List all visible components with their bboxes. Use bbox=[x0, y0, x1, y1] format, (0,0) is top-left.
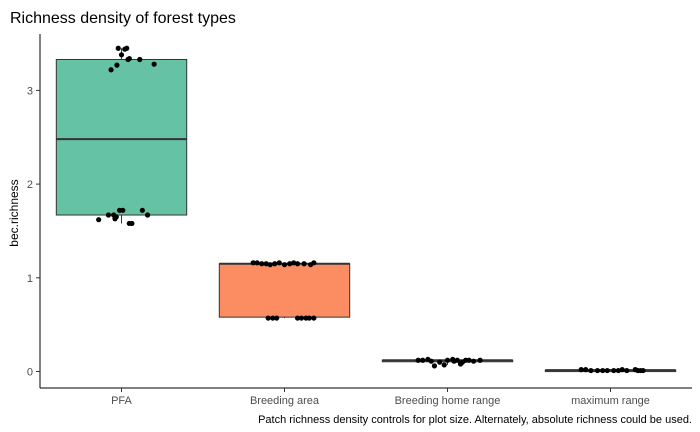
box bbox=[55, 58, 188, 216]
data-point bbox=[144, 212, 151, 218]
x-tick-label: maximum range bbox=[571, 395, 650, 407]
data-point bbox=[470, 358, 477, 364]
x-tick-label: Breeding area bbox=[250, 395, 320, 407]
y-tick-label: 3 bbox=[27, 85, 33, 97]
data-point bbox=[137, 56, 143, 63]
chart-caption: Patch richness density controls for plot… bbox=[258, 414, 692, 426]
data-point bbox=[287, 261, 293, 267]
axes-layer: 0 1 2 3 PFA Breeding area Breeding home range m… bbox=[27, 34, 692, 407]
data-point bbox=[437, 359, 443, 365]
data-point bbox=[263, 261, 269, 267]
data-point bbox=[105, 212, 112, 218]
data-point bbox=[126, 55, 132, 62]
data-point bbox=[420, 357, 426, 363]
data-point bbox=[619, 367, 625, 373]
data-point bbox=[444, 357, 451, 363]
data-point bbox=[265, 315, 271, 321]
data-point bbox=[294, 315, 301, 321]
data-point bbox=[118, 52, 125, 58]
data-point bbox=[415, 357, 421, 363]
data-point bbox=[594, 367, 601, 374]
data-point bbox=[466, 357, 472, 363]
data-point bbox=[113, 214, 119, 220]
boxes-layer bbox=[55, 48, 677, 373]
y-tick-label: 1 bbox=[27, 273, 33, 285]
data-point bbox=[281, 262, 288, 268]
data-point bbox=[311, 260, 317, 266]
data-point bbox=[151, 61, 157, 67]
data-point bbox=[615, 367, 621, 374]
data-point bbox=[588, 367, 594, 374]
data-point bbox=[301, 261, 307, 267]
data-point bbox=[259, 261, 265, 267]
data-point bbox=[583, 367, 589, 373]
data-point bbox=[624, 367, 630, 374]
box bbox=[218, 263, 351, 318]
data-point bbox=[108, 67, 114, 73]
data-point bbox=[431, 363, 438, 369]
data-point bbox=[267, 262, 273, 268]
x-tick-label: Breeding home range bbox=[395, 395, 501, 407]
data-point bbox=[306, 315, 312, 321]
data-point bbox=[129, 220, 135, 227]
data-point bbox=[311, 315, 317, 321]
data-point bbox=[477, 357, 483, 363]
y-tick-label: 2 bbox=[27, 179, 33, 191]
y-axis-title: bec.richness bbox=[7, 179, 21, 246]
data-point bbox=[270, 315, 276, 321]
data-point bbox=[578, 367, 584, 373]
data-point bbox=[120, 207, 126, 213]
data-point bbox=[254, 260, 260, 266]
data-point bbox=[272, 261, 278, 267]
chart-title: Richness density of forest types bbox=[10, 10, 236, 27]
data-point bbox=[114, 62, 120, 68]
x-tick-label: PFA bbox=[111, 395, 132, 407]
data-point bbox=[124, 45, 130, 51]
data-point bbox=[96, 217, 102, 223]
data-point bbox=[276, 260, 282, 266]
data-point bbox=[428, 358, 434, 364]
data-point bbox=[250, 260, 256, 266]
data-point bbox=[611, 367, 617, 374]
data-point bbox=[139, 207, 145, 213]
data-point bbox=[294, 261, 301, 267]
data-point bbox=[274, 315, 280, 321]
data-point bbox=[441, 362, 447, 368]
data-point bbox=[600, 367, 606, 374]
y-tick-label: 0 bbox=[27, 367, 33, 379]
data-point bbox=[640, 367, 646, 374]
data-point bbox=[604, 367, 610, 374]
data-point bbox=[451, 358, 457, 364]
points-layer bbox=[96, 45, 646, 374]
data-point bbox=[115, 45, 121, 51]
data-point bbox=[298, 315, 305, 321]
data-point bbox=[291, 260, 297, 266]
